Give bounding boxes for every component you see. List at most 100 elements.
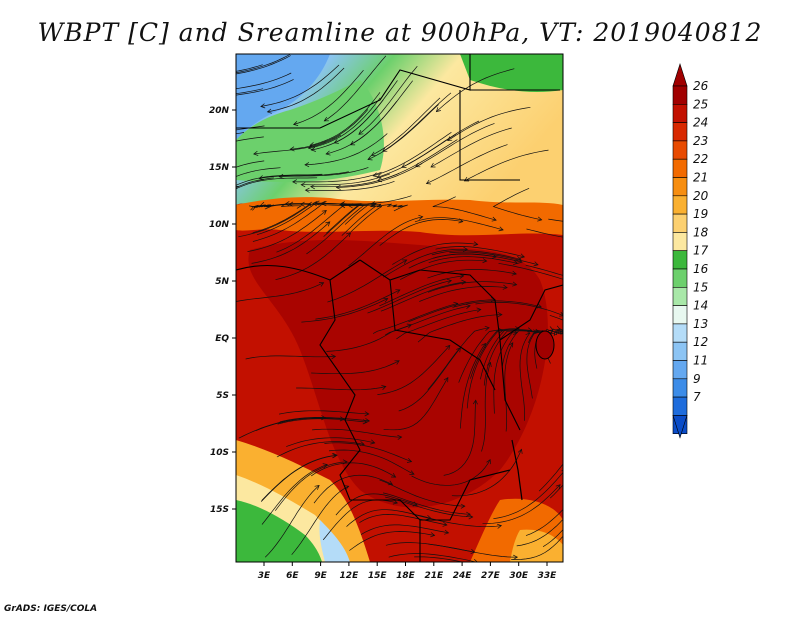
streamline xyxy=(311,360,400,375)
streamline-arrow xyxy=(365,418,371,424)
streamline-arrow xyxy=(175,79,180,83)
colorbar-segment xyxy=(672,360,688,380)
y-tick-label: 15S xyxy=(210,505,229,515)
streamline xyxy=(504,342,514,432)
streamline-arrow xyxy=(186,197,190,201)
streamline-arrow xyxy=(567,334,572,338)
colorbar-segment xyxy=(672,122,688,142)
streamline-arrow xyxy=(387,480,394,486)
streamline xyxy=(236,72,292,90)
field-core xyxy=(248,240,548,508)
streamline-arrow xyxy=(430,532,436,538)
streamline xyxy=(236,173,323,186)
country-borders xyxy=(236,54,563,562)
streamline xyxy=(304,133,388,166)
x-tick-label: 24E xyxy=(453,571,473,581)
streamline xyxy=(470,329,532,379)
colorbar-label: 14 xyxy=(693,299,708,313)
streamline xyxy=(373,132,452,177)
streamline-arrow xyxy=(473,559,478,562)
streamline-arrow xyxy=(331,453,337,459)
streamline xyxy=(334,80,398,144)
streamline-arrow xyxy=(331,354,337,360)
y-tick-label: 10S xyxy=(210,448,229,458)
streamline xyxy=(493,471,563,520)
streamline xyxy=(400,259,487,280)
streamline xyxy=(358,65,418,135)
streamline-arrow xyxy=(496,523,503,529)
border-car-drc xyxy=(389,279,496,391)
streamline-arrow xyxy=(300,182,306,188)
streamline xyxy=(380,281,466,312)
colorbar-top-arrow xyxy=(672,63,688,87)
field-se-yellow xyxy=(510,529,563,562)
streamline-arrow xyxy=(482,258,488,264)
streamline xyxy=(464,149,549,182)
streamline-arrow xyxy=(445,344,451,350)
streamline xyxy=(526,228,563,238)
streamline-arrow xyxy=(516,256,522,261)
streamline-arrow xyxy=(307,145,314,151)
streamline xyxy=(412,513,502,528)
streamline-arrow xyxy=(468,514,474,520)
streamline-arrow xyxy=(372,172,378,178)
streamlines xyxy=(162,54,604,562)
x-tick-label: 9E xyxy=(314,571,327,581)
streamline xyxy=(519,332,531,421)
streamline-arrow xyxy=(447,136,453,142)
streamline-arrow xyxy=(527,327,533,333)
streamline-arrow xyxy=(370,439,376,445)
streamline xyxy=(236,177,274,188)
streamline xyxy=(383,377,449,431)
streamline-arrow xyxy=(314,485,320,490)
streamline xyxy=(238,203,312,238)
lake-victoria xyxy=(535,330,555,360)
streamline xyxy=(549,484,563,499)
streamline xyxy=(307,203,370,225)
streamline-arrow xyxy=(364,411,370,417)
x-tick-label: 30E xyxy=(509,571,529,581)
streamline xyxy=(414,556,465,562)
streamline xyxy=(275,232,351,281)
streamline xyxy=(327,259,407,303)
streamline-arrow xyxy=(519,253,525,259)
border-east xyxy=(499,284,563,341)
colorbar-segment xyxy=(672,341,688,361)
border-sudan xyxy=(459,90,520,181)
y-tick-label: 5S xyxy=(216,391,229,401)
streamline xyxy=(427,327,490,391)
streamline-arrow xyxy=(578,512,582,517)
streamline-arrow xyxy=(178,146,183,150)
streamline-arrow xyxy=(397,434,403,440)
streamline xyxy=(417,314,502,343)
streamline xyxy=(301,173,391,186)
colorbar-label: 15 xyxy=(693,280,708,294)
streamline xyxy=(379,219,463,246)
streamline-arrow xyxy=(600,481,604,485)
streamline-arrow xyxy=(418,214,424,220)
streamline xyxy=(312,428,402,438)
streamline-arrow xyxy=(381,385,387,390)
streamline-arrow xyxy=(162,162,167,166)
streamline xyxy=(475,302,563,316)
colorbar-label: 23 xyxy=(693,134,708,148)
streamline xyxy=(252,203,324,242)
streamline-arrow xyxy=(394,360,400,365)
streamline xyxy=(245,355,336,360)
streamline xyxy=(392,242,478,265)
streamline-arrow xyxy=(406,458,413,463)
streamline-arrow xyxy=(204,91,208,95)
streamline-arrow xyxy=(559,311,563,317)
streamline xyxy=(264,485,320,558)
streamline xyxy=(236,55,291,75)
streamline xyxy=(549,314,563,332)
streamline-arrow xyxy=(466,511,471,517)
streamline xyxy=(292,171,382,183)
streamline xyxy=(336,163,423,188)
streamline xyxy=(279,167,369,178)
streamline-arrow xyxy=(508,342,514,348)
streamline-arrow xyxy=(444,529,450,535)
streamline xyxy=(313,474,393,504)
streamline xyxy=(492,187,542,221)
